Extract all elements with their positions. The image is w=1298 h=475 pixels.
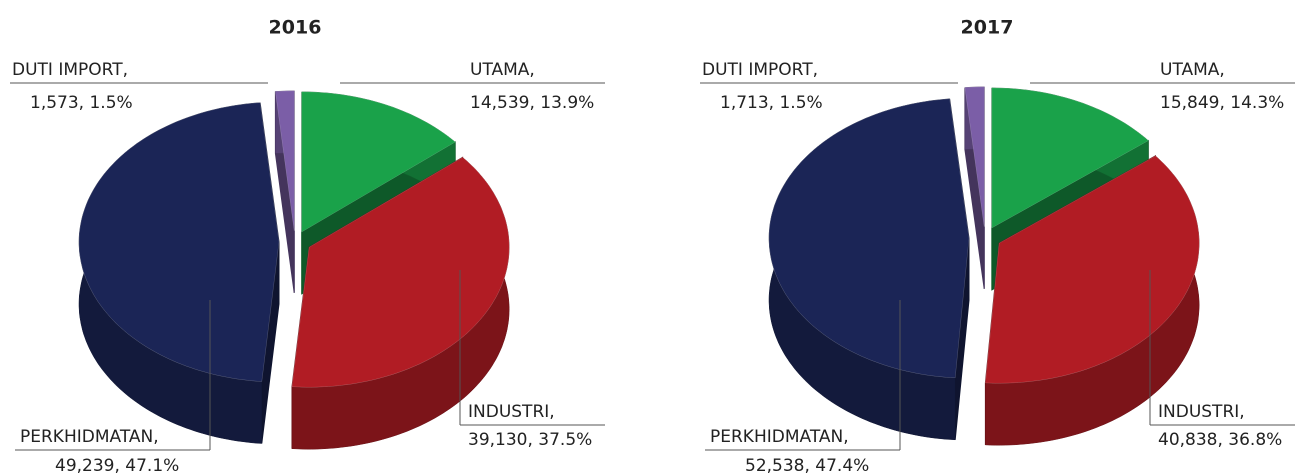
data-label-value: 1,713, 1.5%: [720, 93, 823, 113]
data-label-value: 49,239, 47.1%: [55, 456, 179, 475]
data-label-name: DUTI IMPORT,: [12, 60, 128, 80]
pie-slice: [78, 102, 280, 382]
data-label-value: 1,573, 1.5%: [30, 93, 133, 113]
pie-slice: [964, 86, 985, 227]
data-label-name: UTAMA,: [470, 60, 535, 80]
data-label-name: INDUSTRI,: [468, 402, 555, 422]
data-label-name: PERKHIDMATAN,: [20, 427, 159, 447]
pie-slice: [768, 98, 970, 379]
data-label-name: UTAMA,: [1160, 60, 1225, 80]
pie-slice: [301, 91, 456, 233]
data-label-value: 52,538, 47.4%: [745, 456, 869, 475]
data-label-name: DUTI IMPORT,: [702, 60, 818, 80]
pie-slice: [985, 155, 1200, 384]
data-label-value: 39,130, 37.5%: [468, 430, 592, 450]
data-label-name: PERKHIDMATAN,: [710, 427, 849, 447]
pie-slice: [991, 87, 1149, 229]
pie-slice: [291, 157, 510, 388]
pie-side: [985, 155, 1200, 446]
pie-slice: [275, 90, 295, 231]
chart-title: 2016: [269, 17, 322, 39]
data-label-name: INDUSTRI,: [1158, 402, 1245, 422]
chart-title: 2017: [961, 17, 1014, 39]
data-label-value: 40,838, 36.8%: [1158, 430, 1282, 450]
data-label-value: 15,849, 14.3%: [1160, 93, 1284, 113]
data-label-value: 14,539, 13.9%: [470, 93, 594, 113]
